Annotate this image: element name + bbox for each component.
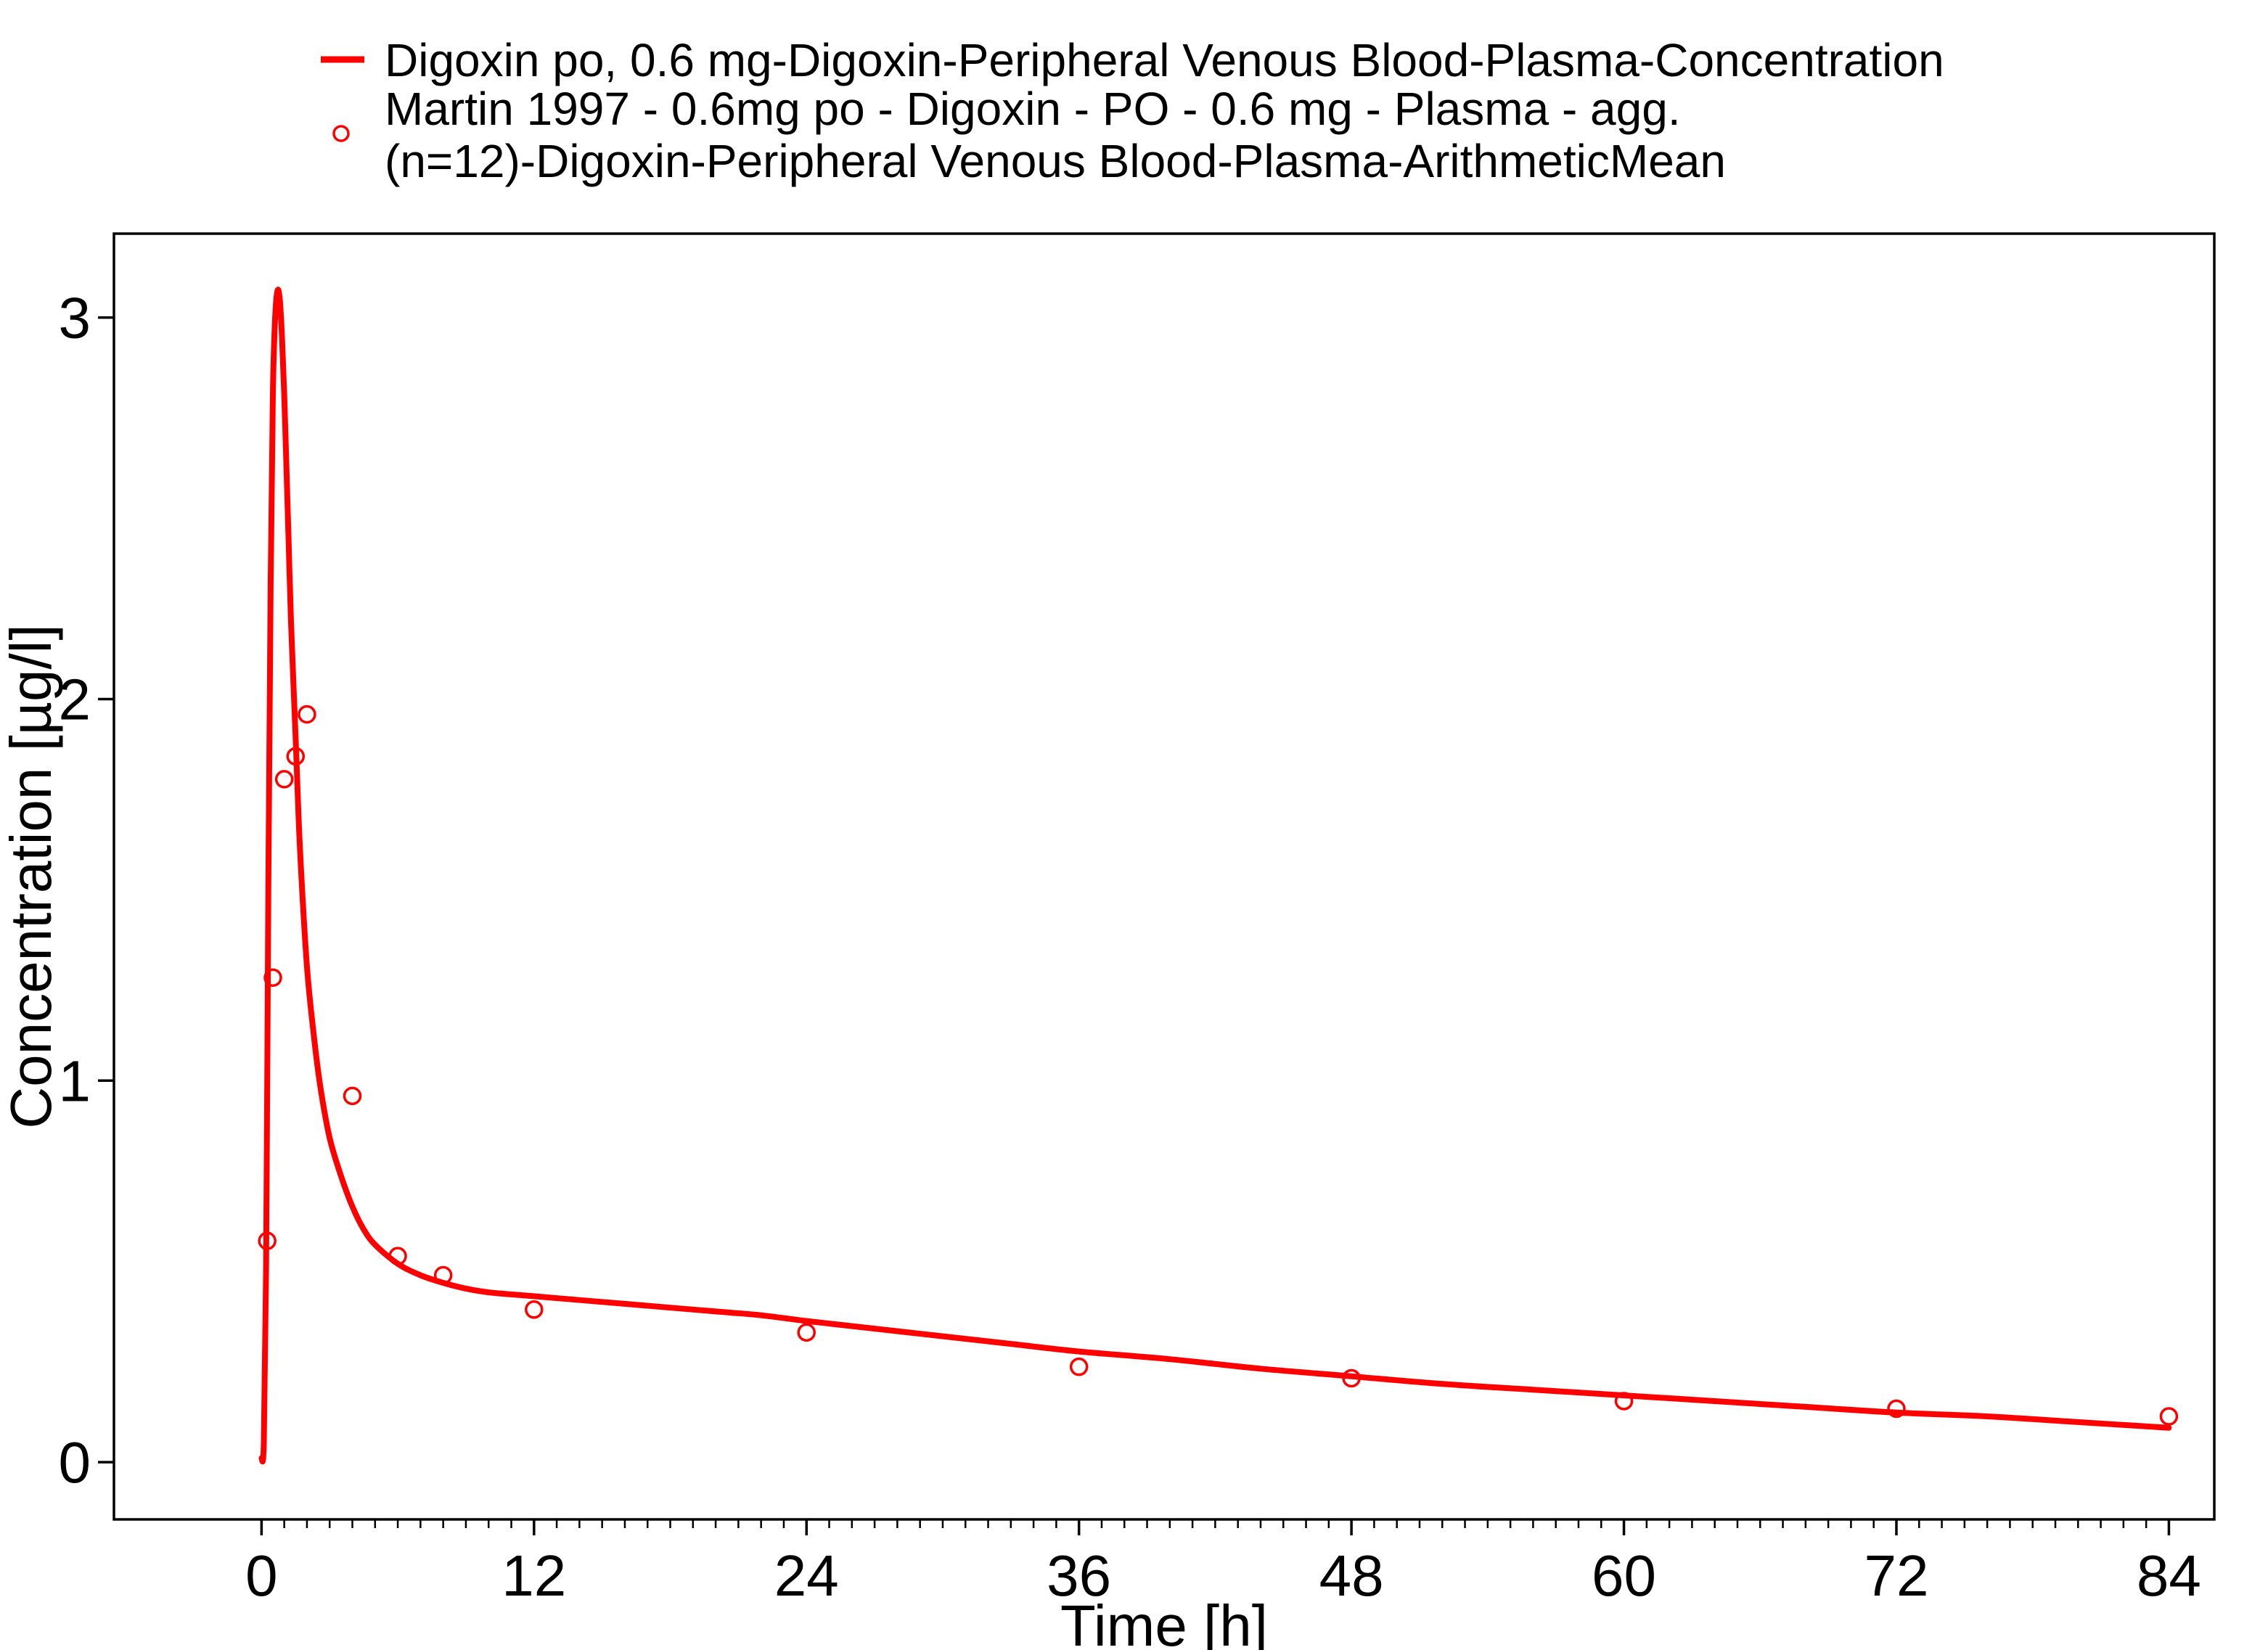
x-axis-ticks: 0 12 24 36 48 60 72 84 [245, 1519, 2201, 1608]
x-tick-label: 60 [1592, 1543, 1656, 1608]
observed-data-point [525, 1300, 544, 1319]
x-axis-title: Time [h] [1060, 1593, 1268, 1650]
series-layer [258, 287, 2179, 1465]
legend: Digoxin po, 0.6 mg-Digoxin-Peripheral Ve… [321, 34, 1944, 187]
y-axis-title: Concentration [µg/l] [0, 624, 63, 1128]
legend-point-swatch [332, 125, 350, 142]
observed-data-point [286, 747, 306, 766]
observed-data-point [343, 1086, 362, 1106]
legend-line-label: Digoxin po, 0.6 mg-Digoxin-Peripheral Ve… [385, 34, 1944, 86]
observed-data-point [797, 1323, 816, 1342]
x-axis-minor-ticks [283, 1519, 2148, 1528]
observed-data-point [433, 1265, 453, 1285]
observed-data-point [298, 705, 316, 724]
observed-data-point [274, 770, 294, 789]
x-tick-label: 24 [774, 1543, 839, 1608]
x-tick-label: 36 [1047, 1543, 1111, 1608]
plot-panel [112, 232, 2216, 1521]
observed-data-point [258, 1231, 277, 1250]
y-axis-ticks: 0 1 2 3 [59, 286, 114, 1495]
x-tick-label: 84 [2137, 1543, 2201, 1608]
y-tick-label: 2 [59, 667, 91, 731]
observed-data-point [1342, 1368, 1361, 1388]
observed-data-point [1069, 1357, 1089, 1376]
observed-data-point [388, 1247, 407, 1265]
legend-points-label-line2: (n=12)-Digoxin-Peripheral Venous Blood-P… [385, 135, 1726, 187]
legend-points-label-line1: Martin 1997 - 0.6mg po - Digoxin - PO - … [385, 83, 1681, 135]
y-tick-label: 0 [59, 1430, 91, 1495]
x-tick-label: 12 [502, 1543, 566, 1608]
observed-data-point [263, 968, 282, 988]
observed-data-point [2159, 1407, 2179, 1426]
x-tick-label: 0 [245, 1543, 278, 1608]
x-tick-label: 72 [1864, 1543, 1928, 1608]
y-tick-label: 3 [59, 286, 91, 350]
x-tick-label: 48 [1319, 1543, 1384, 1608]
observed-data-point [1614, 1392, 1634, 1411]
y-tick-label: 1 [59, 1048, 91, 1113]
simulation-line [258, 287, 2172, 1465]
observed-data-point [1887, 1399, 1906, 1419]
